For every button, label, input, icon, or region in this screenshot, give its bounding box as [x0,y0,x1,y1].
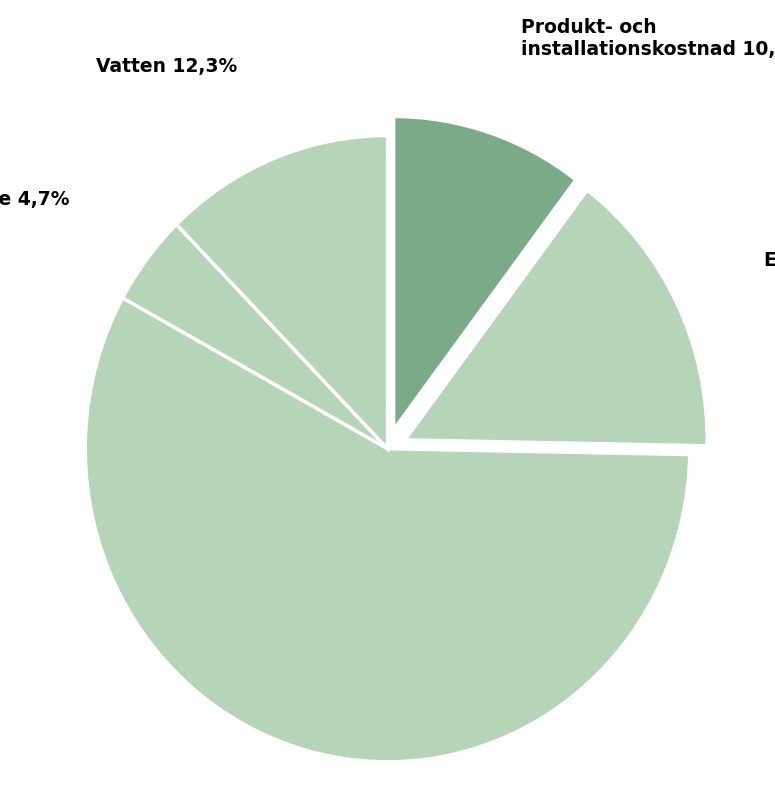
Wedge shape [85,298,690,762]
Wedge shape [394,117,576,430]
Wedge shape [405,191,707,446]
Text: Vatten 12,3%: Vatten 12,3% [96,57,237,76]
Text: Produkt- och
installationskostnad 10,3%: Produkt- och installationskostnad 10,3% [521,18,775,59]
Text: Fullservice 4,7%: Fullservice 4,7% [0,189,70,209]
Wedge shape [177,136,388,449]
Text: El 15,0%: El 15,0% [763,250,775,269]
Wedge shape [122,225,387,449]
